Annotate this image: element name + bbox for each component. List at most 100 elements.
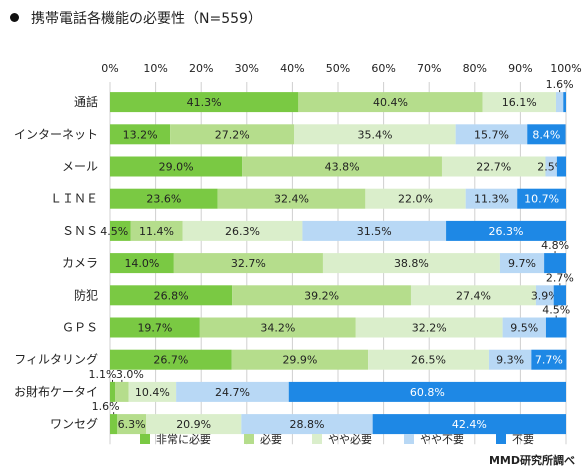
data-label: 42.4% — [452, 418, 487, 431]
category-label: ＳＮＳ — [62, 224, 98, 238]
data-label: 27.4% — [456, 289, 491, 302]
legend-swatch — [496, 434, 506, 444]
data-label: 34.2% — [260, 322, 295, 335]
x-tick-label: 50% — [326, 62, 350, 75]
bar-segment — [372, 414, 566, 435]
data-label: 20.9% — [176, 418, 211, 431]
data-label: 11.4% — [139, 225, 174, 238]
bar-segment — [482, 92, 556, 113]
bar-segment — [446, 220, 566, 241]
bar-segment — [322, 253, 500, 274]
category-label: インターネット — [14, 127, 98, 141]
bar-segment — [441, 156, 546, 177]
source-credit: MMD研究所調べ — [488, 454, 575, 467]
bar-segment — [242, 156, 442, 177]
bar-segment — [110, 253, 174, 274]
data-label: 15.7% — [474, 128, 509, 141]
category-label: カメラ — [62, 256, 98, 270]
bar-segment — [110, 124, 171, 145]
bar-segment — [544, 253, 566, 274]
data-label: 4.5% — [100, 225, 128, 238]
data-label: 16.1% — [502, 96, 537, 109]
legend-swatch — [244, 434, 254, 444]
data-label: 7.7% — [535, 354, 563, 367]
data-label: 1.6% — [546, 78, 574, 91]
bar-segment — [531, 349, 567, 370]
bar-segment — [232, 285, 411, 306]
bar-segment — [556, 156, 566, 177]
bar-segment — [173, 253, 323, 274]
bar-segment — [517, 188, 566, 209]
x-tick-label: 80% — [463, 62, 487, 75]
bar-segment — [130, 220, 183, 241]
bar-segment — [110, 220, 131, 241]
category-label: ワンセグ — [50, 417, 98, 431]
bar-segment — [410, 285, 536, 306]
chart-title-text: 携帯電話各機能の必要性（N=559） — [31, 11, 262, 27]
data-label: 11.3% — [474, 193, 509, 206]
bar-segment — [110, 156, 243, 177]
bar-segment — [294, 124, 456, 145]
data-label: 1.1% — [89, 368, 117, 381]
x-tick-label: 0% — [101, 62, 118, 75]
bar-segment — [110, 317, 200, 338]
data-label: 10.7% — [524, 193, 559, 206]
x-tick-label: 20% — [189, 62, 213, 75]
x-tick-label: 100% — [550, 62, 581, 75]
legend-swatch — [312, 434, 322, 444]
data-label: 39.2% — [304, 289, 339, 302]
data-label: 32.4% — [274, 193, 309, 206]
data-label: 6.3% — [118, 418, 146, 431]
x-tick-label: 10% — [143, 62, 167, 75]
bar-segment — [465, 188, 518, 209]
bar-segment — [488, 349, 532, 370]
bar-segment — [365, 188, 466, 209]
bar-segment — [110, 188, 218, 209]
data-label: 4.8% — [541, 239, 569, 252]
data-label: 26.5% — [411, 354, 446, 367]
x-tick-label: 40% — [280, 62, 304, 75]
category-label: ＧＰＳ — [62, 321, 98, 335]
bullet-icon — [10, 13, 19, 22]
data-label: 29.0% — [159, 161, 194, 174]
bar-segment — [128, 381, 177, 402]
data-label: 26.3% — [225, 225, 260, 238]
x-tick-label: 70% — [417, 62, 441, 75]
bar-segment — [355, 317, 503, 338]
category-label: ＬＩＮＥ — [50, 192, 98, 206]
bar-segment — [499, 253, 545, 274]
bar-segment — [110, 414, 118, 435]
data-label: 8.4% — [532, 128, 560, 141]
data-label: 26.8% — [154, 289, 189, 302]
bar-segment — [527, 124, 566, 145]
bar-segment — [176, 381, 289, 402]
category-label: 通話 — [74, 94, 98, 109]
bar-segment — [545, 317, 567, 338]
data-label: 24.7% — [215, 386, 250, 399]
bar-segment — [553, 285, 566, 306]
bar-segment — [115, 381, 129, 402]
legend-swatch — [404, 434, 414, 444]
data-label: 1.6% — [92, 400, 120, 413]
bar-segment — [298, 92, 483, 113]
bar-segment — [502, 317, 546, 338]
data-label: 27.2% — [215, 128, 250, 141]
bar-segment — [199, 317, 356, 338]
bar-segment — [563, 92, 566, 113]
bar-segment — [241, 414, 373, 435]
data-label: 9.7% — [508, 257, 536, 270]
bar-segment — [455, 124, 528, 145]
data-label: 40.4% — [373, 96, 408, 109]
data-label: 60.8% — [410, 386, 445, 399]
bar-segment — [182, 220, 303, 241]
bar-segment — [110, 285, 233, 306]
bar-segment — [110, 92, 299, 113]
data-label: 31.5% — [357, 225, 392, 238]
data-label: 13.2% — [123, 128, 158, 141]
category-label: お財布ケータイ — [14, 384, 98, 399]
bar-segment — [146, 414, 242, 435]
category-label: フィルタリング — [14, 353, 98, 367]
data-label: 3.9% — [531, 289, 559, 302]
data-label: 14.0% — [124, 257, 159, 270]
